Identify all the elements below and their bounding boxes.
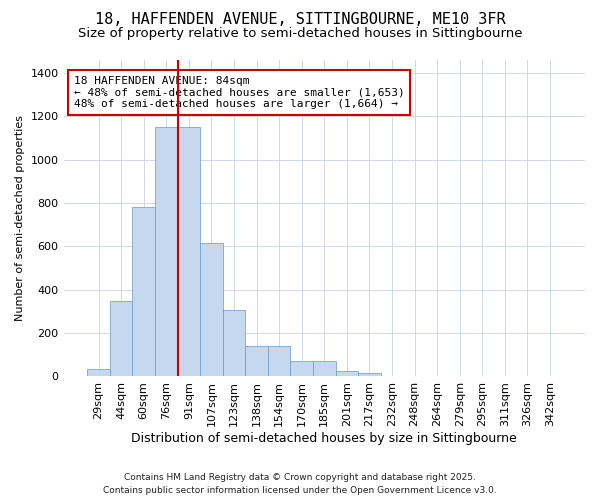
Bar [290, 362, 313, 376]
Text: Size of property relative to semi-detached houses in Sittingbourne: Size of property relative to semi-detach… [78, 28, 522, 40]
Bar [178, 127, 200, 376]
Bar [155, 127, 178, 376]
X-axis label: Distribution of semi-detached houses by size in Sittingbourne: Distribution of semi-detached houses by … [131, 432, 517, 445]
Bar [87, 369, 110, 376]
Bar [335, 371, 358, 376]
Text: Contains HM Land Registry data © Crown copyright and database right 2025.
Contai: Contains HM Land Registry data © Crown c… [103, 474, 497, 495]
Bar [245, 346, 268, 376]
Bar [200, 243, 223, 376]
Y-axis label: Number of semi-detached properties: Number of semi-detached properties [15, 115, 25, 321]
Bar [268, 346, 290, 376]
Bar [223, 310, 245, 376]
Text: 18 HAFFENDEN AVENUE: 84sqm
← 48% of semi-detached houses are smaller (1,653)
48%: 18 HAFFENDEN AVENUE: 84sqm ← 48% of semi… [74, 76, 405, 109]
Bar [358, 373, 381, 376]
Bar [133, 208, 155, 376]
Bar [110, 300, 133, 376]
Bar [313, 362, 335, 376]
Text: 18, HAFFENDEN AVENUE, SITTINGBOURNE, ME10 3FR: 18, HAFFENDEN AVENUE, SITTINGBOURNE, ME1… [95, 12, 505, 28]
